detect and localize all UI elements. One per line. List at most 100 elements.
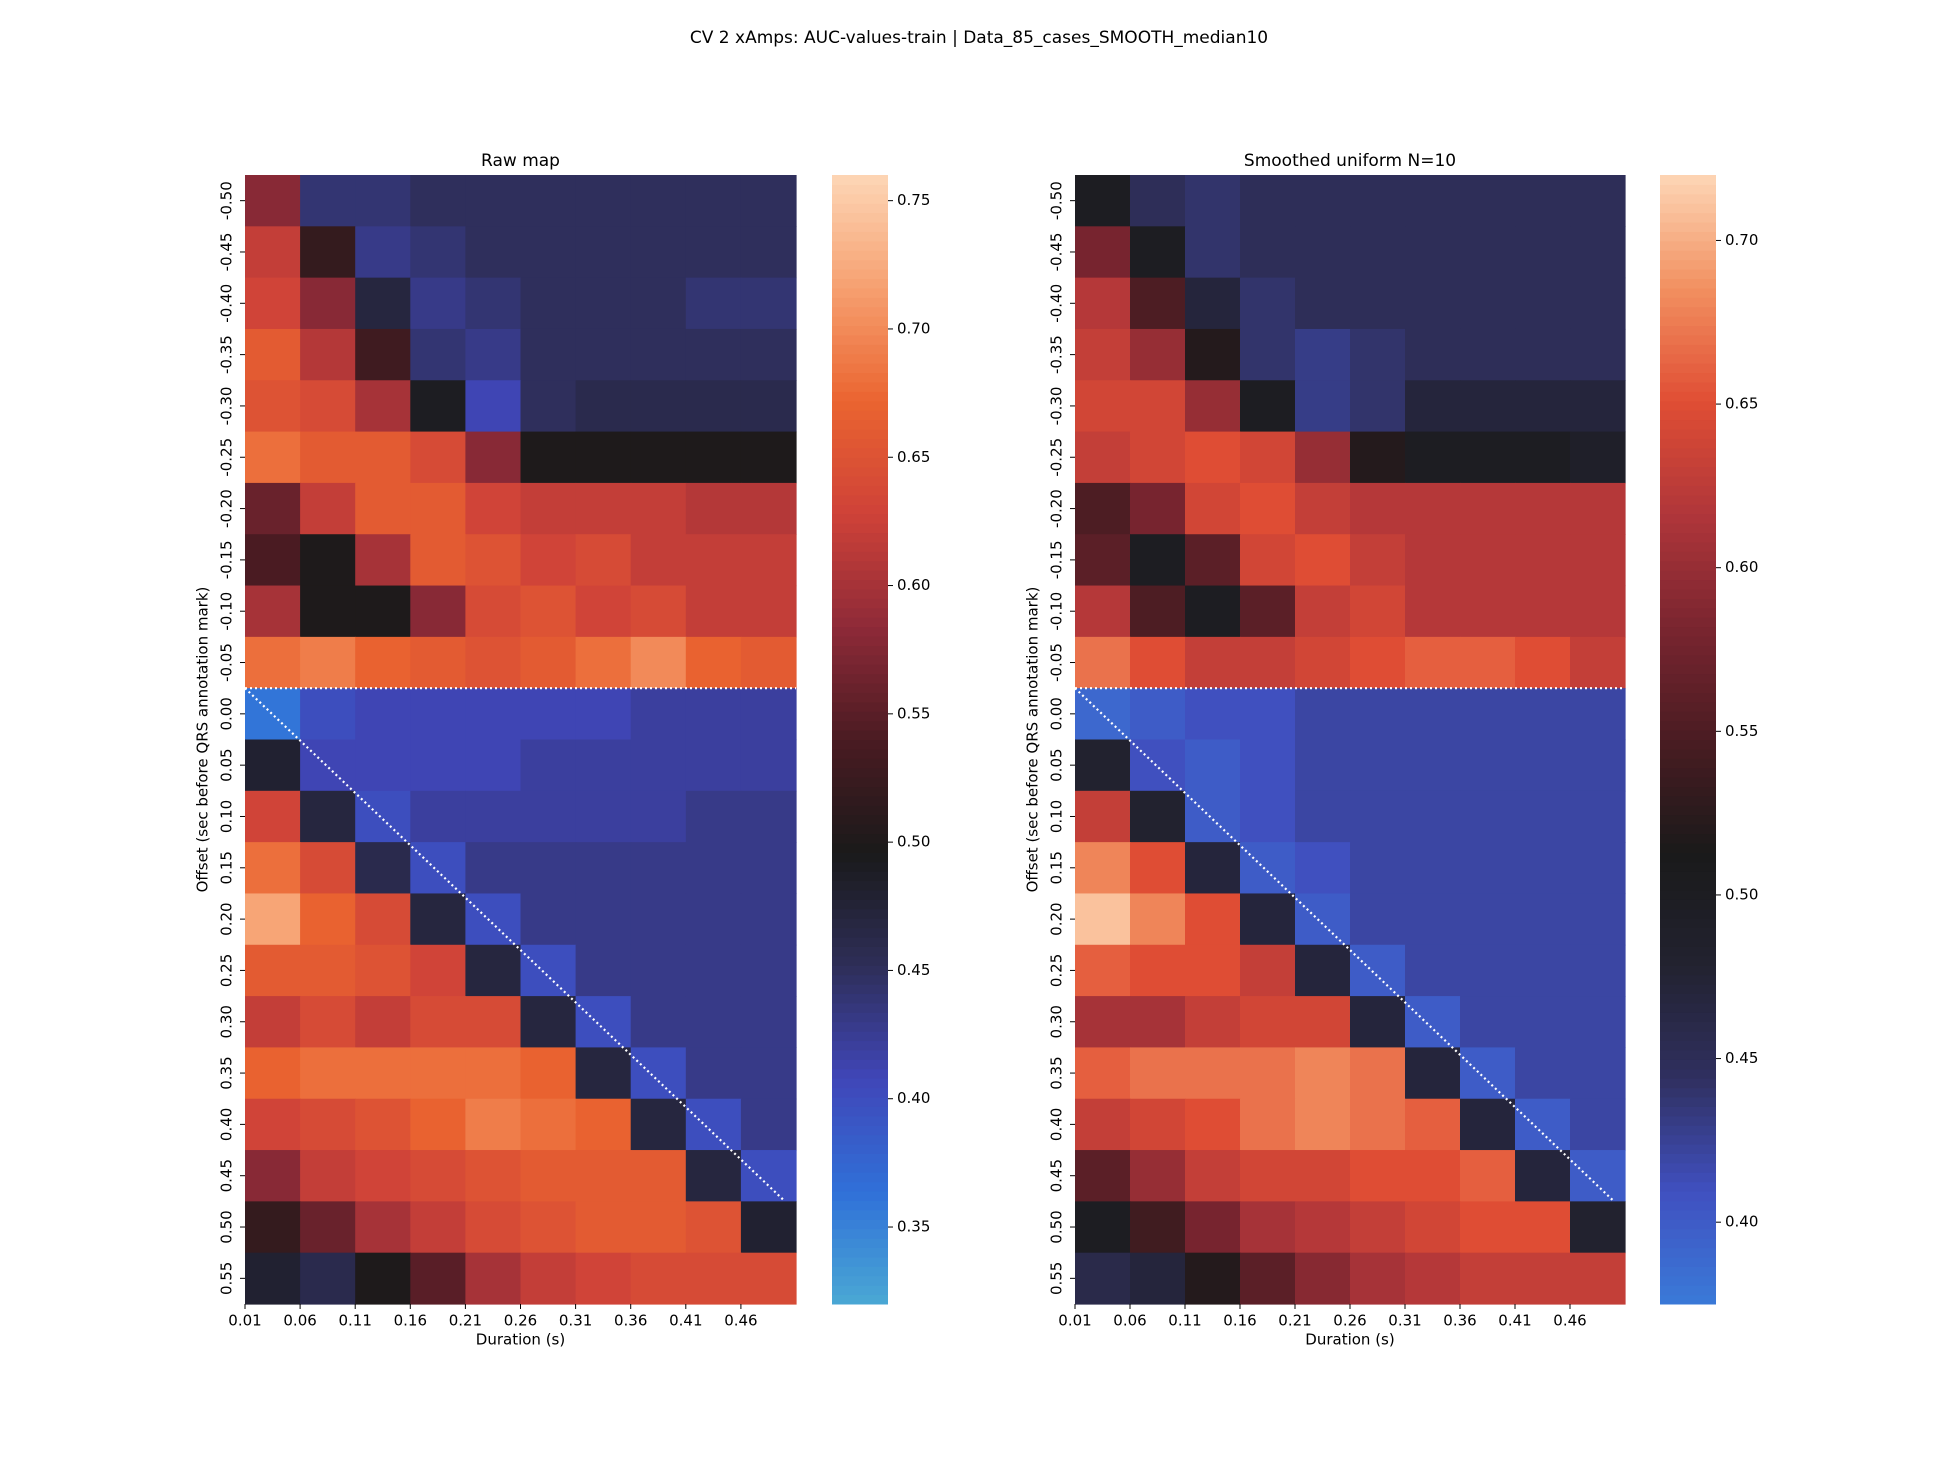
heatmap-cell [685,585,742,638]
heatmap-cell [1240,790,1296,843]
heatmap-cell [465,842,522,895]
heatmap-cell [410,226,466,279]
heatmap-cell [1240,534,1296,587]
heatmap-cell [1130,636,1186,689]
heatmap-cell [245,739,301,792]
heatmap-cell [465,636,522,689]
heatmap-cell [465,482,522,535]
heatmap-cell [1350,585,1406,638]
heatmap-cell [575,893,632,946]
heatmap-cell [1075,996,1131,1049]
y-tick-label: -0.10 [218,592,236,631]
heatmap-cell [355,534,411,587]
heatmap-cell [1130,944,1186,997]
colorbar-segment [832,419,888,430]
heatmap-cell [685,1098,742,1151]
colorbar-tick-label: 0.45 [1725,1049,1758,1067]
colorbar-segment [1660,786,1716,797]
x-tick-label: 0.11 [1168,1312,1201,1330]
y-tick-label: -0.15 [1048,540,1066,579]
y-tick-label: 0.15 [218,851,236,884]
heatmap-cell [300,688,356,741]
heatmap-cell [740,1150,797,1202]
colorbar-segment [832,1106,888,1117]
heatmap-cell [1240,328,1296,381]
colorbar-segment [1660,523,1716,534]
colorbar-segment [832,259,888,270]
heatmap-cell [1295,944,1351,997]
colorbar-segment [832,786,888,797]
colorbar-segment [1660,1294,1716,1305]
colorbar-segment [832,899,888,910]
heatmap-cell [1405,585,1461,638]
heatmap-cell [685,1047,742,1100]
heatmap-cell [300,842,356,895]
heatmap-cell [520,277,577,330]
heatmap-cell [1350,893,1406,946]
heatmap-cell [245,636,301,689]
heatmap-cell [300,277,356,330]
heatmap-cell [1350,534,1406,587]
colorbar-segment [832,683,888,693]
colorbar-segment [1660,607,1716,618]
colorbar-segment [832,485,888,496]
heatmap-cell [245,842,301,895]
heatmap-cell [520,944,577,997]
heatmap-cell [740,585,797,638]
heatmap-cell [630,482,687,535]
colorbar-segment [1660,1115,1716,1126]
colorbar-segment [832,1068,888,1079]
colorbar-segment [832,937,888,947]
colorbar-segment [1660,636,1716,646]
y-tick-label: -0.40 [218,284,236,323]
heatmap-cell [410,944,466,997]
colorbar-segment [1660,1153,1716,1164]
colorbar-segment [832,946,888,957]
heatmap-cell [1240,1098,1296,1151]
colorbar-segment [832,222,888,232]
colorbar-segment [1660,429,1716,439]
heatmap-cell [245,893,301,946]
colorbar-segment [1660,974,1716,985]
heatmap-cell [1130,585,1186,638]
colorbar-segment [832,617,888,628]
heatmap-cell [1460,842,1516,895]
y-tick-label: -0.20 [1048,489,1066,528]
colorbar-segment [832,1219,888,1230]
heatmap-cell [740,380,797,433]
colorbar-segment [832,805,888,816]
heatmap-cell [575,277,632,330]
colorbar-segment [1660,908,1716,919]
colorbar-segment [832,1087,888,1098]
y-tick-label: 0.40 [1048,1108,1066,1141]
heatmap-cell [1075,688,1131,741]
heatmap-cell [1075,226,1131,279]
colorbar-tick-label: 0.65 [897,448,930,466]
colorbar-segment [832,400,888,411]
heatmap-cell [1130,226,1186,279]
heatmap-cell [1295,482,1351,535]
heatmap-cell [520,1252,577,1305]
colorbar-segment [832,570,888,581]
heatmap-cell [465,534,522,587]
x-tick-label: 0.31 [1388,1312,1421,1330]
heatmap-cell [1460,688,1516,741]
heatmap-cell [410,790,466,843]
colorbar-segment [832,325,888,336]
colorbar-segment [1660,1247,1716,1258]
heatmap-cell [1350,328,1406,381]
colorbar-segment [832,795,888,806]
heatmap-cell [520,1201,577,1254]
heatmap-cell [1570,688,1626,741]
colorbar-tick-label: 0.70 [897,319,930,337]
heatmap-cell [1130,482,1186,535]
heatmap-cell [245,1150,301,1202]
heatmap-cell [740,944,797,997]
heatmap-cell [1130,380,1186,433]
heatmap-cell [465,175,522,227]
heatmap-cell [1075,842,1131,895]
heatmap-cell [1185,1098,1241,1151]
colorbar-segment [832,513,888,524]
colorbar-segment [1660,993,1716,1004]
heatmap-cell [575,482,632,535]
